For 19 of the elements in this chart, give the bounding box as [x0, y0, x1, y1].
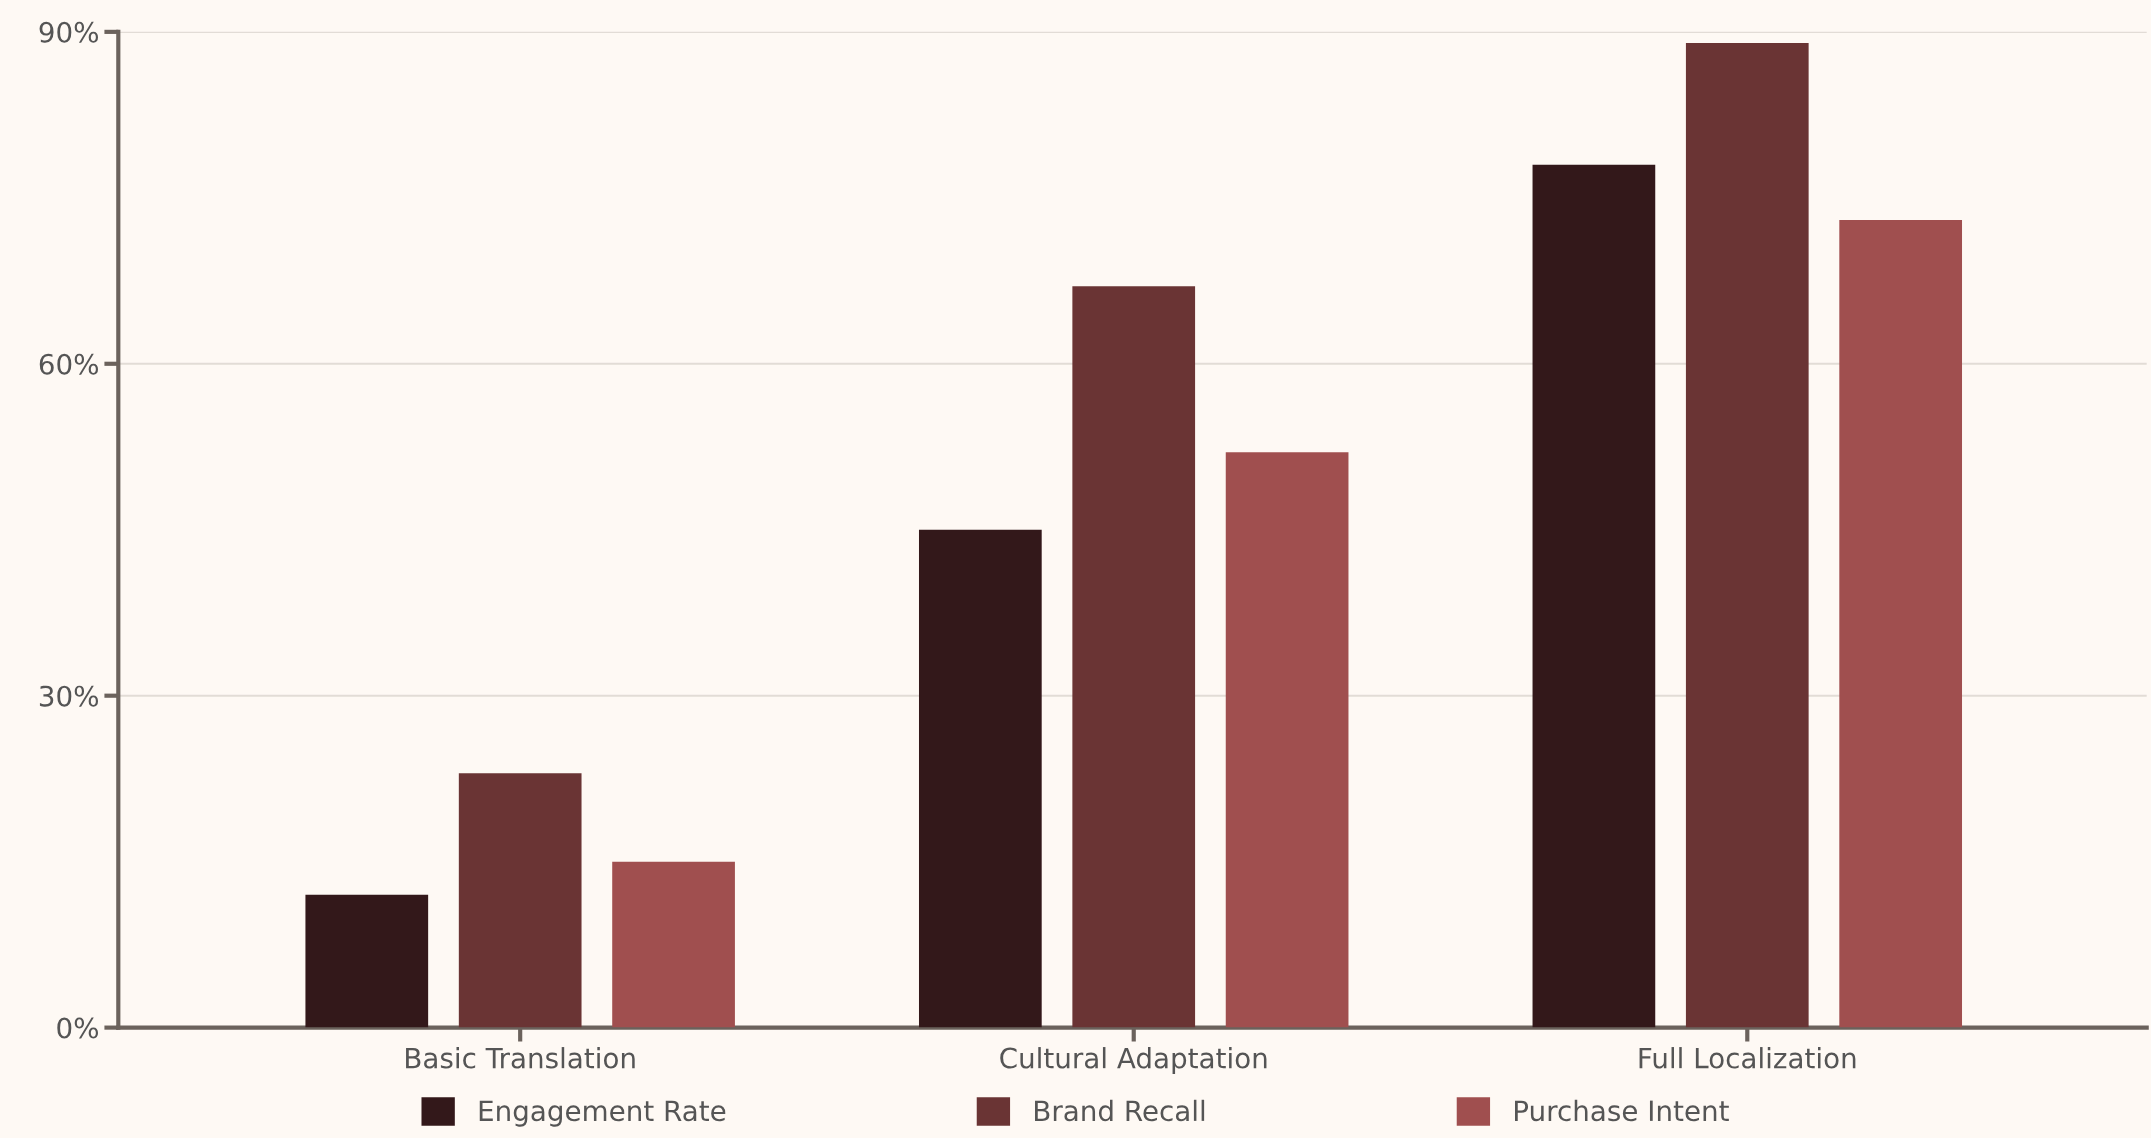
x-tick-label: Cultural Adaptation	[1000, 1047, 1267, 1074]
legend-label: Engagement Rate	[479, 1100, 726, 1127]
bar	[458, 773, 582, 1028]
legend-label: Brand Recall	[1035, 1099, 1205, 1122]
y-tick-label: 30%	[39, 685, 99, 707]
y-tick-label: 60%	[39, 353, 99, 375]
bar	[1532, 164, 1656, 1028]
bar	[305, 894, 429, 1028]
x-tick-label: Basic Translation	[406, 1047, 635, 1069]
x-tick-label: Full Localization	[1639, 1047, 1856, 1069]
bar	[1072, 286, 1196, 1028]
y-tick-label: 90%	[39, 21, 99, 43]
bar	[1225, 452, 1349, 1028]
y-tick-label: 0%	[57, 1017, 99, 1039]
legend-label: Purchase Intent	[1515, 1099, 1729, 1122]
bar	[1839, 219, 1963, 1028]
bar	[612, 861, 735, 1028]
bar	[918, 529, 1042, 1028]
bar	[1685, 42, 1809, 1028]
